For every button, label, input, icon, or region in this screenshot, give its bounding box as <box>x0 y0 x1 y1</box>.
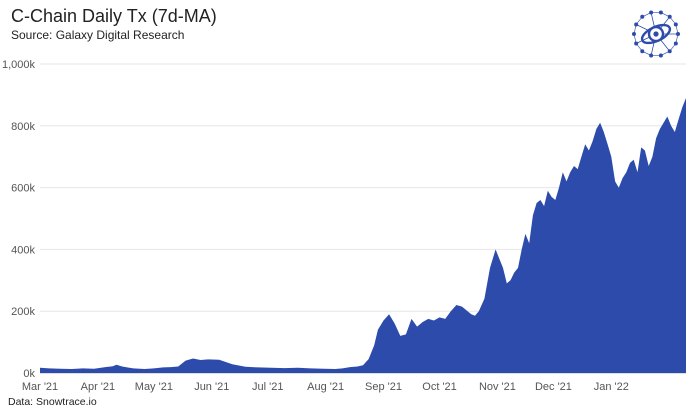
logo-part <box>649 10 654 15</box>
x-tick-label: Nov '21 <box>479 381 516 393</box>
y-tick-label: 800k <box>11 121 35 133</box>
y-tick-label: 400k <box>11 244 35 256</box>
chart-title: C-Chain Daily Tx (7d-MA) <box>11 6 217 26</box>
x-tick-label: May '21 <box>135 381 173 393</box>
x-tick-label: Aug '21 <box>307 381 344 393</box>
x-tick-label: Jan '22 <box>594 381 629 393</box>
logo-part <box>667 49 672 54</box>
y-axis: 0k 200k 400k 600k 800k 1,000k <box>2 59 36 380</box>
logo-part <box>649 53 654 58</box>
x-tick-label: Jun '21 <box>194 381 229 393</box>
logo-part <box>640 49 645 54</box>
logo-part <box>653 31 659 37</box>
logo-part <box>673 22 678 27</box>
x-tick-label: Apr '21 <box>81 381 116 393</box>
x-tick-label: Jul '21 <box>252 381 283 393</box>
y-tick-label: 0k <box>23 368 35 380</box>
logo-part <box>673 41 678 46</box>
x-tick-label: Sep '21 <box>365 381 402 393</box>
logo-part <box>640 14 645 19</box>
logo-part <box>634 22 639 27</box>
logo-part <box>658 53 663 58</box>
y-tick-label: 600k <box>11 183 35 195</box>
logo-part <box>658 10 663 15</box>
logo-part <box>634 41 639 46</box>
galaxy-digital-logo-icon <box>632 10 680 58</box>
logo-part <box>632 32 636 36</box>
x-tick-label: Dec '21 <box>535 381 572 393</box>
x-axis: Mar '21 Apr '21 May '21 Jun '21 Jul '21 Aug '… <box>22 381 629 393</box>
area-series <box>40 98 686 373</box>
chart-subtitle: Source: Galaxy Digital Research <box>11 28 185 42</box>
x-tick-label: Oct '21 <box>422 381 457 393</box>
logo-part <box>667 14 672 19</box>
x-tick-label: Mar '21 <box>22 381 58 393</box>
y-tick-label: 1,000k <box>2 59 36 71</box>
y-tick-label: 200k <box>11 306 35 318</box>
data-source-note: Data: Snowtrace.io <box>8 396 97 408</box>
